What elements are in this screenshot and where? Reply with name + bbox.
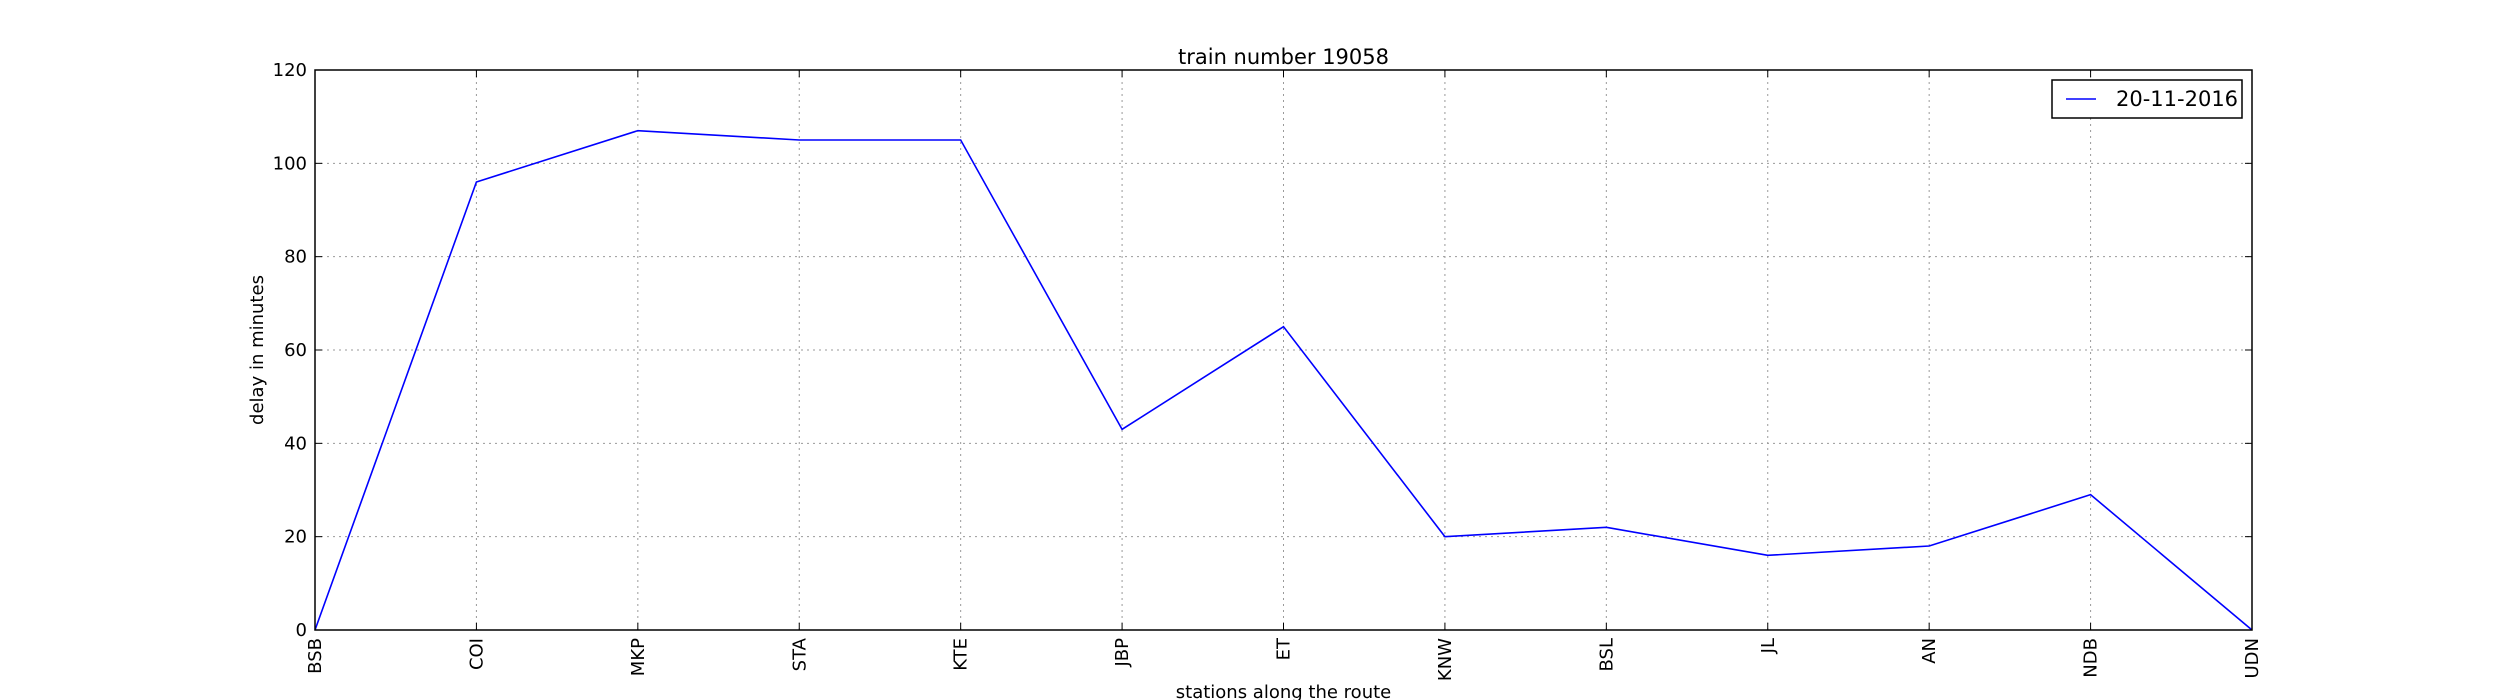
x-tick-label: UDN [2242,638,2263,679]
y-axis-label: delay in minutes [247,275,268,425]
x-tick-label: KNW [1435,638,1456,681]
x-tick-label: JBP [1112,638,1133,668]
x-tick-label: KTE [951,638,972,671]
y-tick-label: 60 [284,340,307,361]
x-tick-label: ET [1274,637,1295,660]
y-tick-label: 40 [284,433,307,454]
series-line [314,129,2253,631]
x-tick-label: COI [466,638,487,670]
x-tick-label: JL [1758,638,1779,654]
x-tick-label: MKP [628,638,649,676]
y-tick-label: 20 [284,527,307,548]
x-tick-label: STA [789,637,810,671]
y-tick-label: 0 [296,620,307,641]
series-layer [314,129,2253,631]
y-tick-label: 80 [284,247,307,268]
x-tick-label: BSB [305,638,326,674]
x-tick-label: NDB [2081,638,2102,678]
chart-title: train number 19058 [1178,45,1389,69]
legend: 20-11-2016 [2051,79,2243,119]
legend-label: 20-11-2016 [2116,87,2238,111]
y-axis: 0 20 40 60 80 100 120 [273,60,2252,641]
x-axis: BSB COI MKP STA KTE JBP ET KNW BSL JL AN NDB UDN [305,70,2263,681]
x-tick-label: AN [1919,638,1940,664]
grid-lines [314,69,2253,631]
x-axis-label: stations along the route [1176,682,1391,700]
y-tick-label: 120 [273,60,307,81]
x-tick-label: BSL [1596,638,1617,672]
y-tick-label: 100 [273,153,307,174]
